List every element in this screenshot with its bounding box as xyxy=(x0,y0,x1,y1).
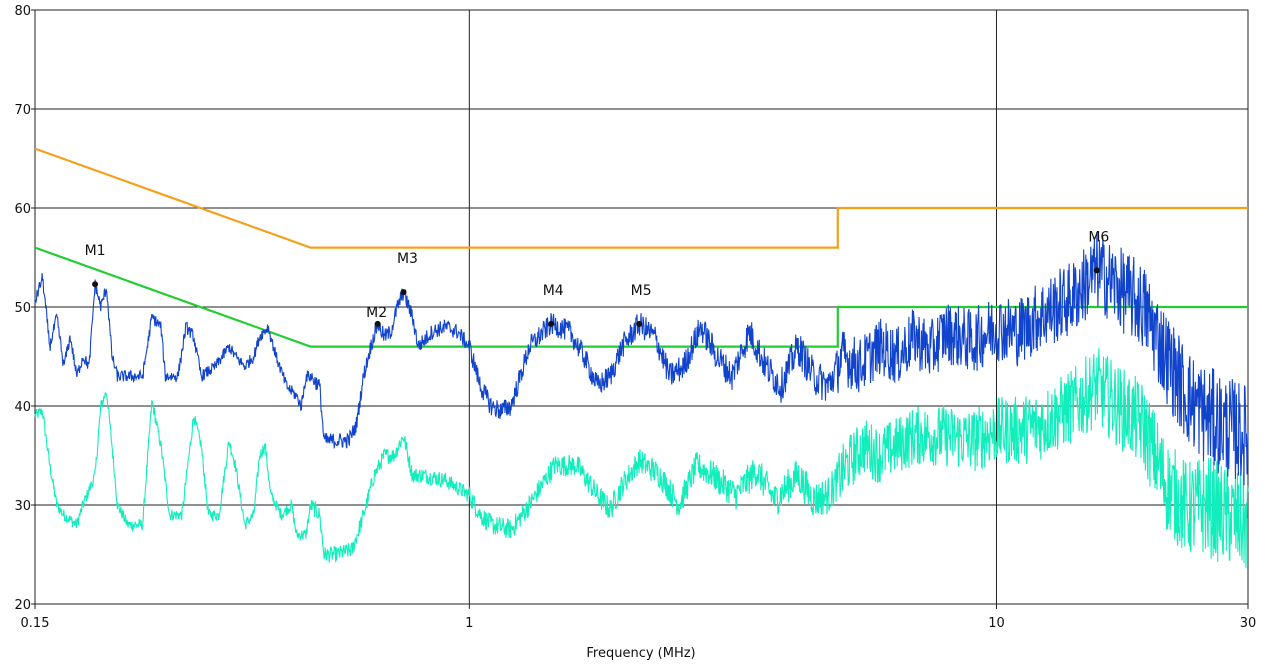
y-tick-label: 70 xyxy=(14,103,31,118)
y-tick-label: 20 xyxy=(14,598,31,613)
marker-label: M4 xyxy=(543,283,564,299)
marker-dot xyxy=(400,289,407,296)
y-tick-label: 50 xyxy=(14,301,31,316)
marker-label: M3 xyxy=(397,251,418,267)
marker-label: M1 xyxy=(85,243,106,259)
marker-dot xyxy=(1093,267,1100,274)
upper-limit-line xyxy=(34,147,1248,249)
marker-dot xyxy=(548,320,555,327)
y-tick-label: 40 xyxy=(14,400,31,415)
x-tick-label: 10 xyxy=(988,616,1005,631)
x-axis-ticks: 0.15 1 10 30 xyxy=(21,604,1257,631)
y-tick-label: 60 xyxy=(14,202,31,217)
y-tick-label: 80 xyxy=(14,4,31,19)
y-axis-ticks: 20 30 40 50 60 70 80 xyxy=(14,4,35,613)
x-tick-label: 30 xyxy=(1240,616,1257,631)
marker-label: M2 xyxy=(366,305,387,321)
average-trace xyxy=(34,348,1249,569)
grid-lines xyxy=(35,10,1248,604)
x-axis-label: Frequency (MHz) xyxy=(586,646,695,661)
marker-dot xyxy=(636,320,643,327)
marker-dot xyxy=(92,281,99,288)
lower-limit-line xyxy=(34,246,1248,348)
marker-label: M6 xyxy=(1088,229,1109,245)
x-tick-label: 0.15 xyxy=(21,616,50,631)
y-tick-label: 30 xyxy=(14,499,31,514)
marker-label: M5 xyxy=(631,283,652,299)
markers: M1 M2 M3 M4 M5 M6 xyxy=(85,229,1109,327)
x-tick-label: 1 xyxy=(465,616,473,631)
marker-dot xyxy=(374,320,381,327)
limit-lines xyxy=(34,147,1248,348)
